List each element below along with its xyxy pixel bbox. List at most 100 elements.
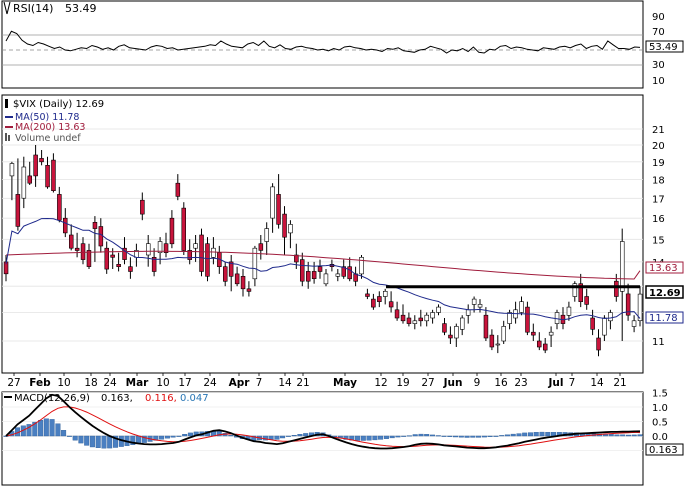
price-legend: $VIX (Daily) 12.69 MA(50) 11.78 MA(200) …	[5, 99, 104, 144]
candle-down	[223, 266, 228, 282]
date-tick-label: 24	[103, 377, 117, 389]
rsi-frame	[1, 0, 644, 89]
candle-down	[614, 280, 619, 297]
candle-down	[98, 226, 104, 247]
macd-histogram-bar	[285, 435, 291, 437]
indicator-glyph-icon-2	[6, 1, 11, 15]
candle-down	[240, 275, 246, 290]
date-tick-label: 27	[421, 377, 434, 389]
macd-histogram-bar	[424, 434, 430, 437]
candle-down	[69, 234, 74, 249]
price-tick-label: 21	[652, 125, 665, 136]
candle-up	[211, 247, 216, 258]
candle-down	[377, 296, 382, 302]
candle-up	[631, 320, 637, 327]
date-tick-label: 14	[278, 377, 292, 389]
macd-histogram-bar	[66, 435, 72, 437]
macd-histogram-bar	[228, 435, 234, 437]
price-tick-label: 15	[652, 235, 665, 246]
rsi-axis: 90 70 30 10	[652, 12, 665, 87]
price-tick-label: 20	[652, 141, 665, 152]
date-tick-label: 16	[494, 377, 508, 389]
candle-up	[9, 163, 15, 177]
macd-histogram-bar	[182, 434, 188, 437]
candle-up	[637, 293, 643, 322]
candle-up	[477, 304, 483, 308]
macd-histogram-bar	[522, 432, 528, 437]
candle-up	[454, 326, 459, 339]
macd-histogram-bar	[343, 435, 349, 440]
candle-up	[264, 228, 269, 242]
candle-down	[181, 207, 187, 251]
candle-down	[406, 317, 412, 324]
candle-down	[388, 301, 394, 308]
candle-down	[394, 309, 400, 319]
candle-up	[507, 312, 512, 324]
candle-up	[382, 290, 388, 297]
candle-down	[51, 159, 56, 192]
candle-up	[323, 273, 329, 285]
macd-histogram-bar	[159, 435, 165, 440]
macd-histogram-bar	[487, 435, 493, 437]
candle-down	[175, 182, 181, 197]
macd-histogram-bar	[435, 435, 441, 437]
candle-down	[163, 243, 169, 253]
candle-up	[430, 312, 435, 319]
candle-down	[418, 317, 423, 322]
macd-histogram-bar	[101, 435, 107, 449]
date-tick-label: 9	[474, 377, 481, 389]
macd-histogram-bar	[366, 435, 372, 441]
candle-down	[442, 323, 447, 333]
candle-up	[495, 343, 501, 346]
candle-down	[311, 271, 317, 279]
candle-up	[471, 298, 477, 305]
candle-down	[199, 234, 204, 272]
macd-histogram-bar	[412, 434, 418, 437]
price-tick-label: 16	[652, 214, 665, 225]
macd-histogram-bar	[631, 434, 637, 437]
macd-histogram-bar	[430, 434, 436, 437]
date-tick-label: 12	[374, 377, 387, 389]
volume-swatch-icon-2	[8, 135, 10, 141]
candle-up	[519, 301, 524, 313]
candle-up	[602, 317, 607, 336]
candle-down	[151, 256, 157, 272]
date-tick-label: Jun	[443, 377, 463, 389]
candle-up	[193, 243, 198, 249]
macd-histogram-bar	[78, 435, 84, 444]
candle-down	[246, 288, 252, 292]
candle-down	[341, 266, 346, 277]
macd-histogram-bar	[406, 435, 412, 437]
macd-value: 0.163,	[101, 393, 133, 404]
macd-histogram-bar	[43, 418, 49, 437]
macd-histogram-bar	[216, 431, 222, 437]
candle-down	[542, 343, 548, 351]
candle-up	[619, 241, 625, 292]
candle-down	[536, 340, 542, 348]
candle-up	[157, 241, 163, 253]
macd-histogram-bar	[130, 435, 136, 445]
macd-histogram-bar	[395, 435, 401, 438]
date-tick-label: 18	[84, 377, 97, 389]
date-tick-label: 10	[156, 377, 169, 389]
macd-histogram-bar	[637, 434, 643, 437]
rsi-value-box	[645, 40, 684, 53]
macd-tick-label: 1.0	[652, 403, 668, 414]
macd-histogram-bar	[297, 434, 303, 437]
bars-icon	[5, 99, 8, 108]
candle-up	[424, 314, 429, 322]
macd-histogram-bar	[360, 435, 366, 441]
macd-histogram-bar	[187, 432, 193, 437]
macd-histogram-bar	[626, 434, 632, 437]
candle-down	[294, 254, 299, 263]
candle-down	[299, 259, 305, 282]
candle-up	[270, 186, 275, 219]
candle-down	[45, 165, 50, 188]
ma50-legend-label: MA(50) 11.78	[15, 112, 79, 123]
macd-tick-label: 0.0	[652, 432, 668, 443]
candle-up	[465, 309, 471, 316]
date-tick-label: 10	[57, 377, 70, 389]
candle-down	[86, 250, 92, 267]
macd-value-box	[645, 443, 684, 456]
